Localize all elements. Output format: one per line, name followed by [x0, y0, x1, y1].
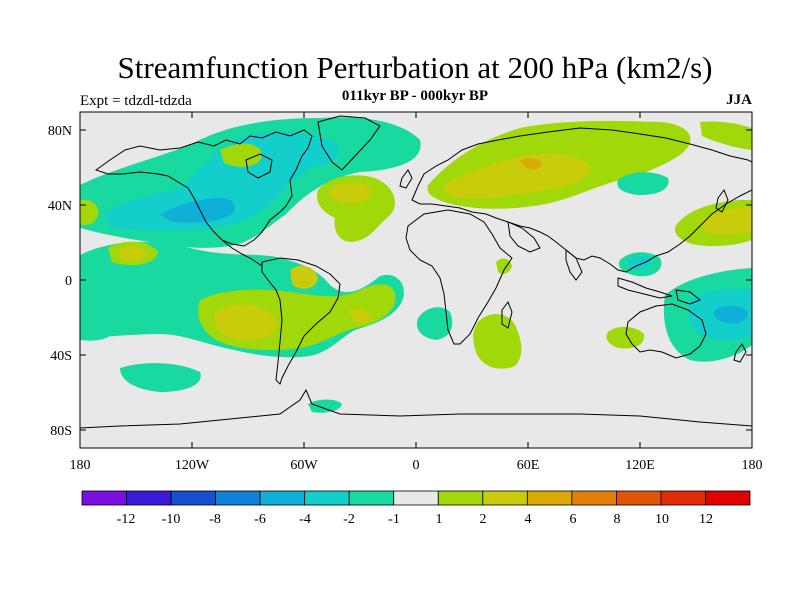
contour-subtropical-pacific-yellow — [118, 246, 147, 261]
colorbar-label-neg2: -2 — [343, 512, 355, 527]
coastline-indonesia — [617, 277, 673, 299]
colorbar-swatch-9 — [482, 490, 528, 506]
lon-label-180-right: 180 — [742, 458, 763, 473]
contour-north-atlantic-yellow — [328, 182, 372, 204]
longitude-labels: 180 120W 60W 0 60E 120E 180 — [70, 458, 763, 473]
contour-west-australia-green — [606, 326, 645, 349]
colorbar-swatch-8 — [437, 490, 484, 506]
coastline-japan — [715, 188, 729, 213]
map-subtitle: 011kyr BP - 000kyr BP — [341, 88, 489, 104]
coastline-australia — [625, 303, 707, 359]
contour-south-pacific-teal — [120, 363, 201, 392]
contour-east-pacific-yellow — [213, 304, 277, 341]
colorbar-label-neg10: -10 — [162, 512, 181, 527]
colorbar-label-10: 10 — [655, 512, 669, 527]
contour-north-america-blue — [160, 197, 235, 223]
colorbar-swatch-7 — [393, 490, 439, 506]
colorbar-label-8: 8 — [614, 512, 621, 527]
contour-arctic-green — [700, 121, 752, 150]
colorbar-label-neg4: -4 — [299, 512, 311, 527]
colorbar-label-6: 6 — [570, 512, 577, 527]
coastline-central-america — [221, 239, 263, 267]
colorbar-swatch-6 — [348, 490, 395, 506]
contour-siberia-teal — [617, 172, 669, 196]
coastline-hudson-bay — [245, 153, 273, 179]
colorbar-swatch-2 — [170, 490, 217, 506]
contour-south-america-yellow — [290, 265, 318, 289]
map-title: Streamfunction Perturbation at 200 hPa (… — [117, 50, 713, 85]
contour-north-america-cyan — [105, 131, 339, 231]
colorbar-swatch-10 — [526, 490, 573, 506]
colorbar-swatch-4 — [259, 490, 306, 506]
lat-label-40n: 40N — [48, 199, 72, 214]
lon-label-60w: 60W — [290, 458, 318, 473]
coastline-new-guinea — [675, 289, 701, 305]
anomaly-contours — [80, 117, 752, 413]
colorbar-label-12: 12 — [699, 512, 713, 527]
contour-brazil-yellow — [350, 308, 371, 325]
colorbar-label-2: 2 — [480, 512, 487, 527]
colorbar-swatch-13 — [660, 490, 706, 506]
season-label: JJA — [726, 92, 752, 108]
contour-south-pacific-east-teal — [80, 318, 115, 341]
colorbar-label-1: 1 — [436, 512, 443, 527]
lon-label-60e: 60E — [517, 458, 540, 473]
colorbar-swatch-3 — [215, 490, 261, 506]
lat-label-80n: 80N — [48, 124, 72, 139]
contour-canada-green — [220, 143, 262, 167]
lon-label-0: 0 — [413, 458, 420, 473]
lat-label-0: 0 — [65, 274, 72, 289]
colorbar-swatch-11 — [571, 490, 617, 506]
coastline-greenland — [317, 115, 381, 171]
axis-ticks — [80, 112, 752, 448]
coastline-new-zealand — [733, 343, 747, 363]
contour-southeast-asia-cyan — [628, 255, 652, 270]
coastlines — [80, 115, 752, 429]
colorbar-swatch-1 — [126, 490, 172, 506]
colorbar-swatch-12 — [616, 490, 662, 506]
experiment-label: Expt = tdzdl-tdzda — [80, 93, 192, 109]
contour-west-pacific-north-green — [80, 199, 99, 226]
coastline-africa — [405, 209, 513, 345]
colorbar-swatch-5 — [304, 490, 350, 506]
coastline-arabia — [507, 221, 541, 253]
lon-label-120w: 120W — [175, 458, 210, 473]
coastline-eurasia — [411, 127, 752, 273]
contour-eurasia-yellow — [443, 154, 590, 199]
coastline-british-isles — [399, 169, 413, 189]
colorbar — [81, 490, 751, 506]
colorbar-label-4: 4 — [525, 512, 532, 527]
contour-indian-ocean-green — [473, 314, 522, 369]
lon-label-180-left: 180 — [70, 458, 91, 473]
coastline-south-america — [261, 257, 341, 385]
contour-southwest-pacific-blue — [713, 305, 748, 324]
contour-east-africa-green — [496, 258, 512, 274]
latitude-labels: 80N 40N 0 40S 80S — [48, 124, 72, 439]
lat-label-80s: 80S — [50, 424, 72, 439]
coastline-madagascar — [501, 300, 513, 329]
colorbar-labels: -12 -10 -8 -6 -4 -2 -1 1 2 4 6 8 10 12 — [117, 512, 713, 527]
contour-northwest-pacific-yellow — [700, 206, 752, 235]
coastline-india — [565, 248, 583, 281]
colorbar-label-neg12: -12 — [117, 512, 136, 527]
coastline-north-america — [94, 129, 313, 247]
lat-label-40s: 40S — [50, 349, 72, 364]
colorbar-swatch-0 — [81, 490, 127, 506]
colorbar-label-neg6: -6 — [254, 512, 266, 527]
colorbar-label-neg8: -8 — [209, 512, 221, 527]
contour-south-atlantic-teal — [416, 307, 453, 340]
map-plot-area — [80, 112, 752, 448]
contour-eurasia-orange-core — [520, 158, 542, 170]
contour-antarctic-teal — [308, 399, 342, 413]
coastline-antarctica — [80, 388, 752, 429]
lon-label-120e: 120E — [625, 458, 655, 473]
colorbar-label-neg1: -1 — [388, 512, 400, 527]
colorbar-swatch-14 — [705, 490, 751, 506]
